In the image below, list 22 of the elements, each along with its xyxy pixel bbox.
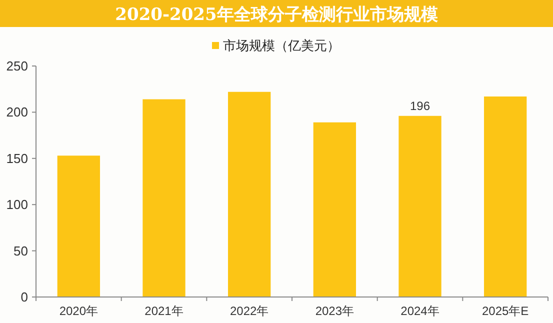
chart-title: 2020-2025年全球分子检测行业市场规模 <box>115 5 438 25</box>
bar <box>313 122 356 297</box>
y-tick-label: 50 <box>14 243 28 258</box>
x-tick-label: 2022年 <box>230 304 269 318</box>
y-tick-label: 250 <box>6 58 28 74</box>
y-tick-label: 150 <box>6 150 28 166</box>
x-tick-label: 2024年 <box>400 304 440 318</box>
y-tick-label: 100 <box>6 197 28 212</box>
bar <box>398 116 442 297</box>
legend: 市场规模（亿美元） <box>212 38 340 53</box>
x-tick-label: 2025年E <box>482 304 529 318</box>
title-band: 2020-2025年全球分子检测行业市场规模 <box>0 0 553 27</box>
x-tick-label: 2023年 <box>315 304 354 318</box>
bar <box>57 156 100 297</box>
bar <box>228 92 271 297</box>
bar <box>142 99 186 297</box>
bar <box>484 96 527 297</box>
y-tick-label: 0 <box>20 290 28 304</box>
data-label: 196 <box>410 98 430 113</box>
x-tick-label: 2021年 <box>144 304 184 318</box>
x-tick-label: 2020年 <box>59 304 98 318</box>
y-tick-label: 200 <box>6 104 28 120</box>
